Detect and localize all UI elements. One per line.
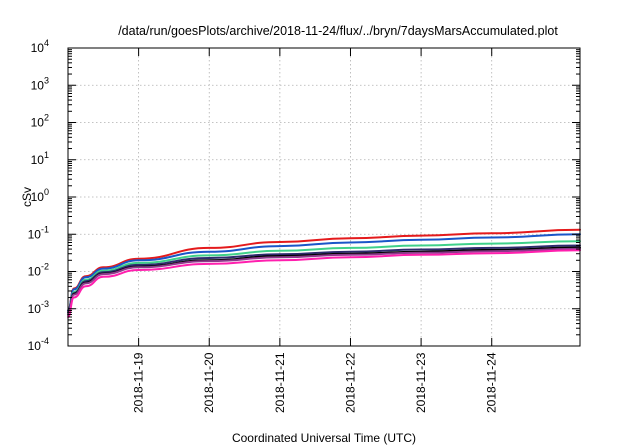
- series-line-7: [67, 249, 581, 318]
- series-line-3: [67, 240, 581, 314]
- y-tick-label: 10-1: [28, 224, 49, 241]
- grid: [68, 48, 580, 346]
- x-axis-label: Coordinated Universal Time (UTC): [232, 431, 416, 445]
- y-tick-label: 10-3: [28, 299, 49, 316]
- x-tick-label: 2018-11-19: [132, 352, 146, 413]
- y-tick-label: 10-4: [28, 336, 49, 353]
- ticks: [68, 47, 580, 347]
- series-line-1: [67, 228, 581, 312]
- y-axis-label: cSv: [20, 187, 34, 207]
- chart-title: /data/run/goesPlots/archive/2018-11-24/f…: [118, 24, 558, 38]
- x-tick-label: 2018-11-23: [414, 352, 428, 413]
- x-tick-labels: 2018-11-19 2018-11-20 2018-11-21 2018-11-22…: [132, 352, 499, 413]
- x-tick-label: 2018-11-24: [485, 352, 499, 413]
- y-tick-label: 10-2: [28, 262, 49, 279]
- series-group: [67, 228, 581, 318]
- series-line-6: [67, 247, 581, 316]
- x-tick-label: 2018-11-21: [273, 352, 287, 413]
- series-line-2: [67, 233, 581, 312]
- y-tick-label: 103: [31, 75, 49, 92]
- y-tick-label: 102: [31, 113, 49, 130]
- x-tick-label: 2018-11-22: [343, 352, 357, 413]
- y-tick-label: 104: [31, 38, 49, 55]
- series-line-4: [67, 244, 581, 314]
- y-tick-label: 101: [31, 150, 49, 167]
- x-tick-label: 2018-11-20: [202, 352, 216, 413]
